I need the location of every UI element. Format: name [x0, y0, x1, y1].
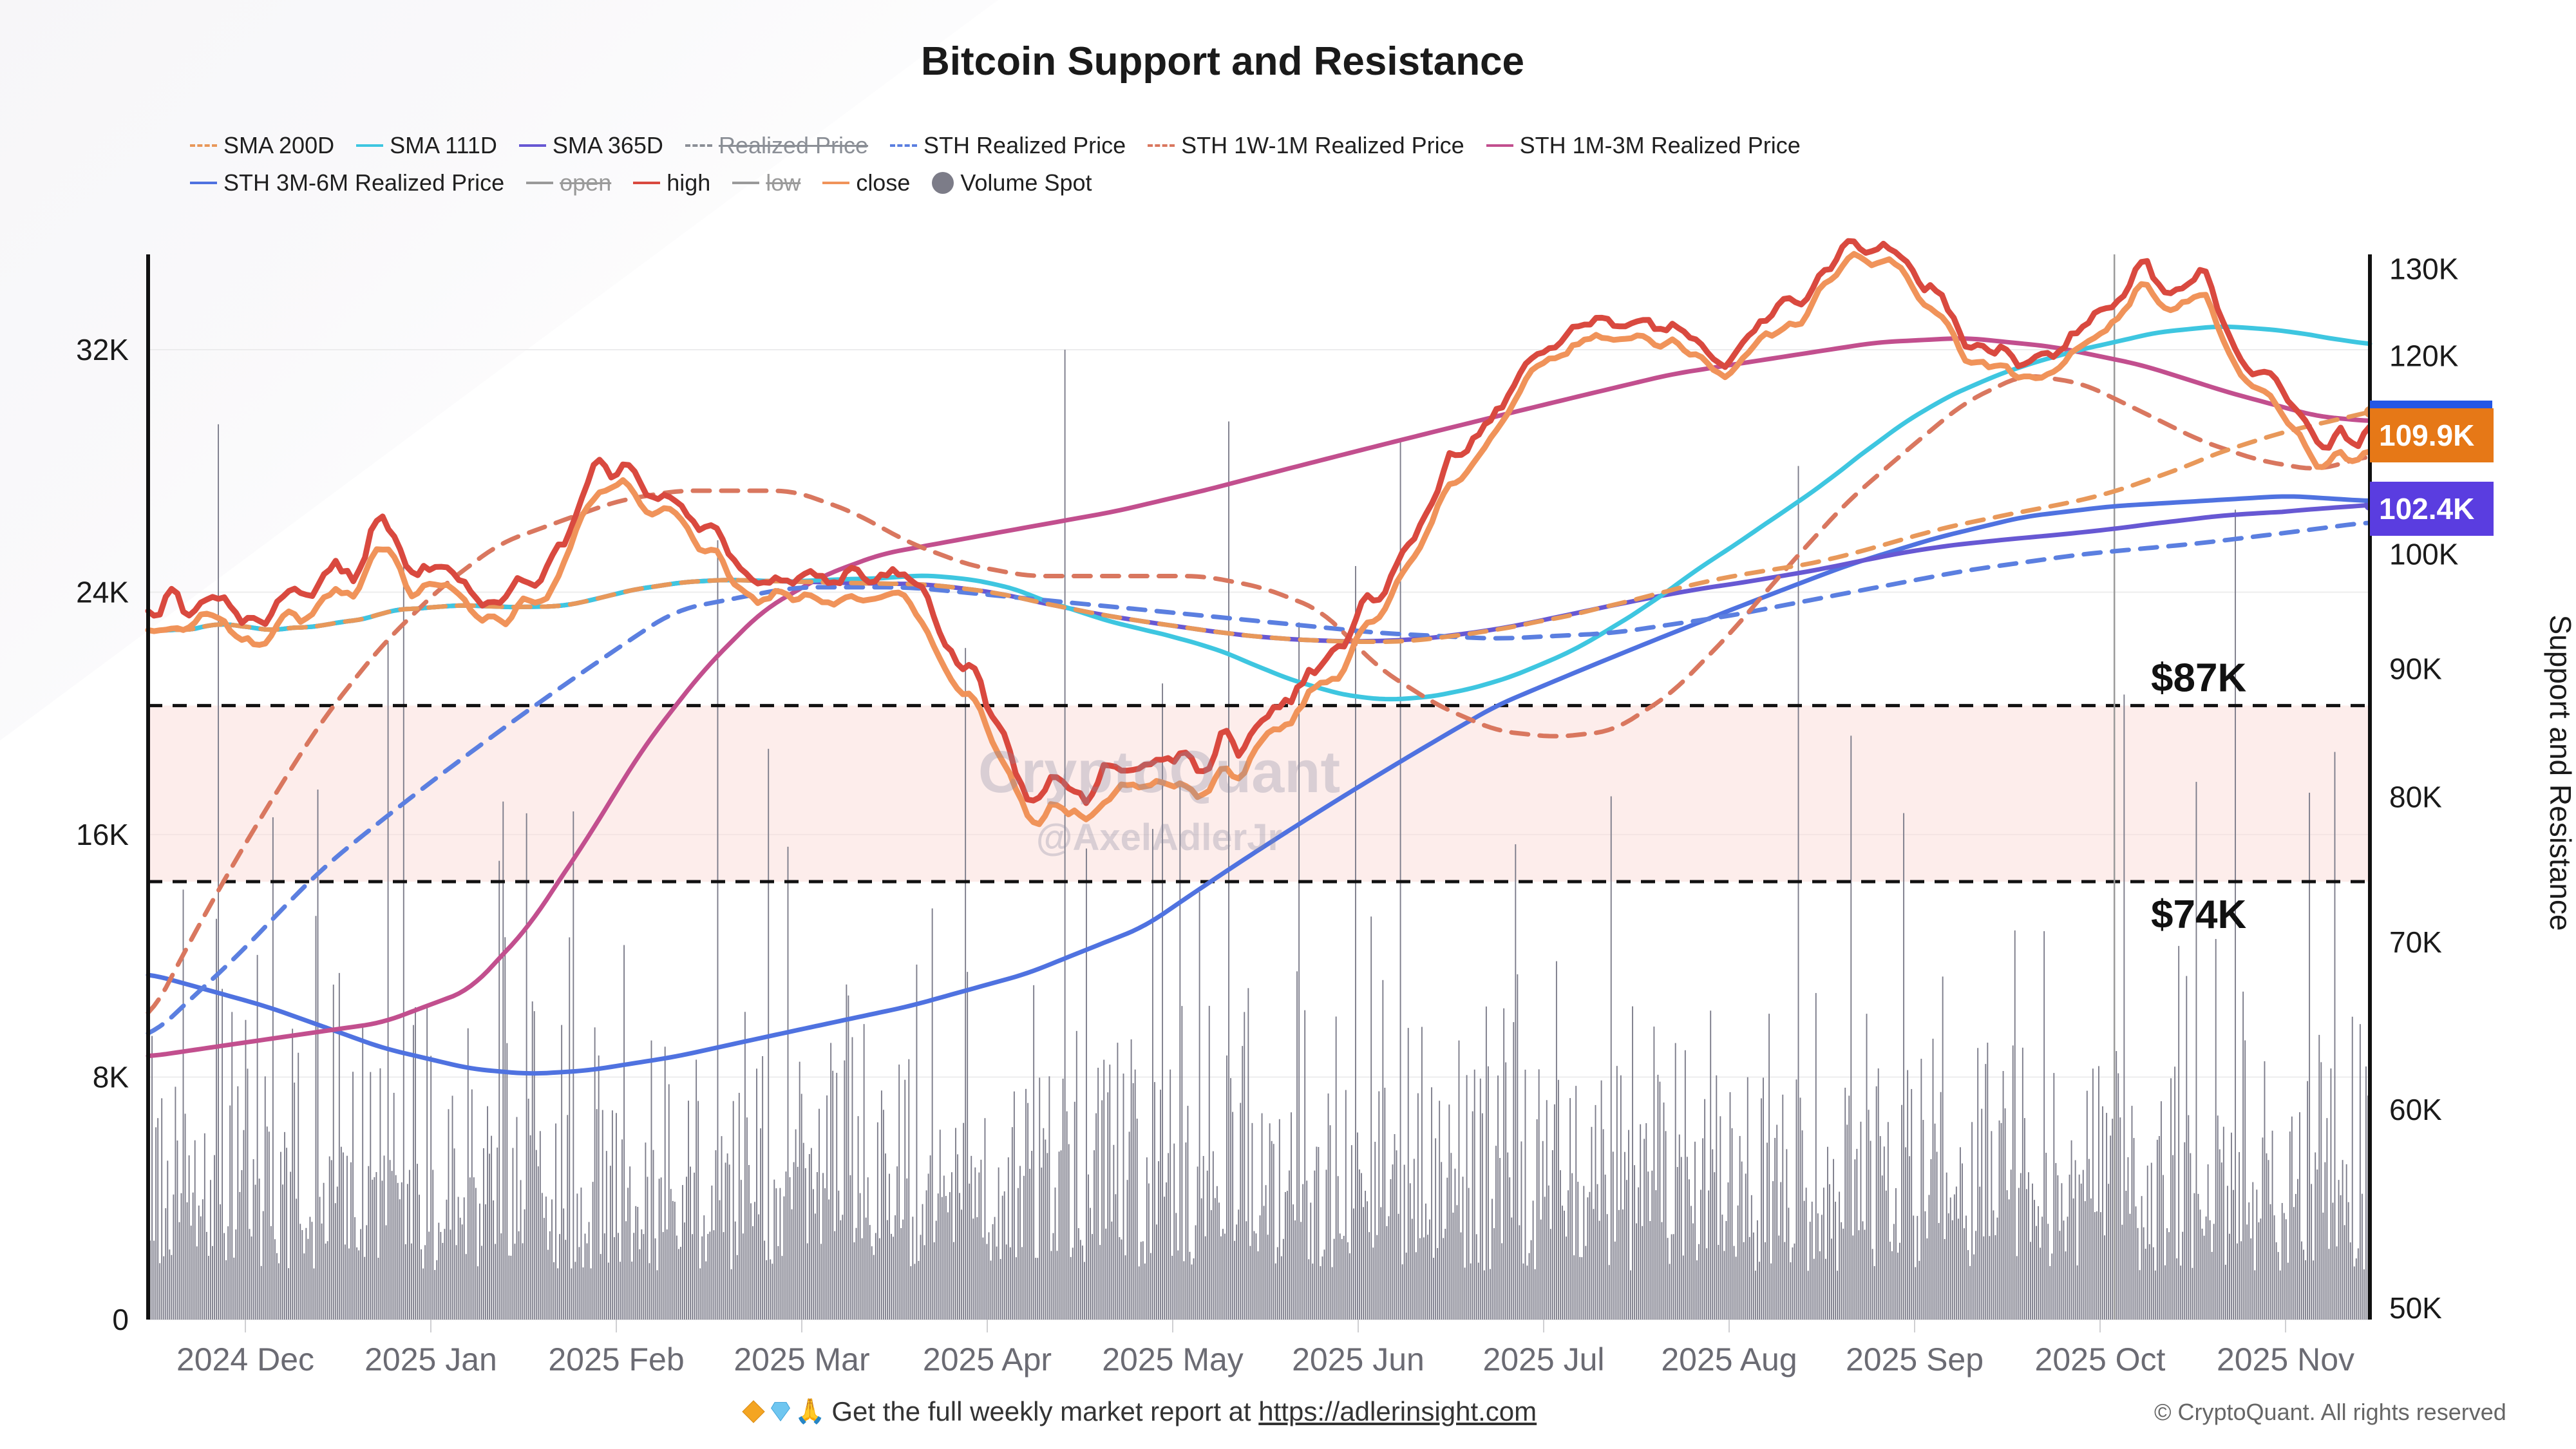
svg-text:90K: 90K: [2389, 652, 2442, 685]
svg-text:$74K: $74K: [2151, 893, 2246, 937]
svg-text:16K: 16K: [76, 818, 129, 851]
svg-text:2025 Feb: 2025 Feb: [548, 1341, 684, 1378]
svg-text:$87K: $87K: [2151, 656, 2246, 701]
svg-text:60K: 60K: [2389, 1093, 2442, 1126]
svg-text:2025 Jun: 2025 Jun: [1292, 1341, 1425, 1378]
svg-text:24K: 24K: [76, 576, 129, 609]
svg-text:70K: 70K: [2389, 925, 2442, 959]
svg-text:@AxelAdlerJr: @AxelAdlerJr: [1036, 817, 1282, 858]
svg-text:2025 Nov: 2025 Nov: [2217, 1341, 2354, 1378]
svg-text:0: 0: [112, 1303, 129, 1336]
svg-text:2025 Oct: 2025 Oct: [2035, 1341, 2166, 1378]
svg-text:2025 Sep: 2025 Sep: [1846, 1341, 1984, 1378]
svg-text:Support and Resistance: Support and Resistance: [2544, 615, 2576, 931]
svg-text:32K: 32K: [76, 333, 129, 366]
svg-text:80K: 80K: [2389, 780, 2442, 813]
svg-text:2024 Dec: 2024 Dec: [176, 1341, 314, 1378]
svg-text:2025 May: 2025 May: [1102, 1341, 1244, 1378]
svg-text:2025 Mar: 2025 Mar: [734, 1341, 869, 1378]
svg-text:CryptoQuant: CryptoQuant: [978, 739, 1340, 805]
svg-text:2025 Jan: 2025 Jan: [365, 1341, 497, 1378]
svg-text:120K: 120K: [2389, 339, 2459, 373]
svg-text:130K: 130K: [2389, 252, 2459, 285]
svg-text:50K: 50K: [2389, 1291, 2442, 1325]
svg-text:2025 Jul: 2025 Jul: [1482, 1341, 1604, 1378]
svg-text:100K: 100K: [2389, 537, 2459, 571]
svg-text:2025 Apr: 2025 Apr: [923, 1341, 1052, 1378]
svg-text:8K: 8K: [93, 1061, 129, 1094]
svg-text:2025 Aug: 2025 Aug: [1661, 1341, 1797, 1378]
